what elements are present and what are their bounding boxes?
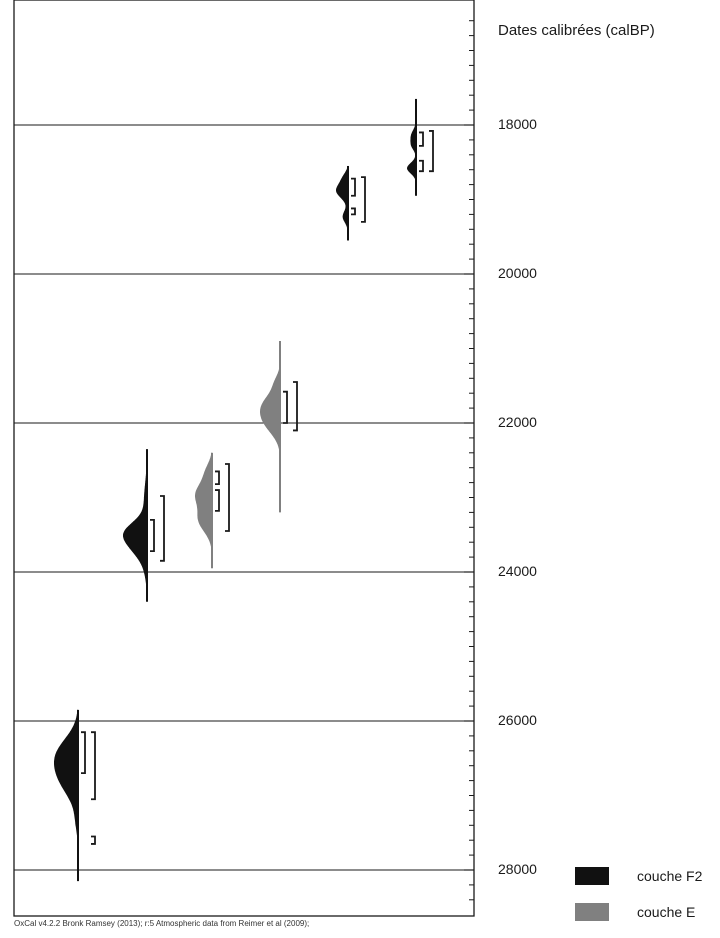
- tick-label: 24000: [498, 563, 537, 579]
- range-68-bracket: [351, 207, 356, 216]
- density-shape: [123, 449, 147, 602]
- tick-label: 20000: [498, 265, 537, 281]
- range-68-bracket: [215, 489, 220, 512]
- range-68-bracket: [351, 177, 356, 197]
- distributions: [54, 98, 434, 882]
- range-95-bracket: [225, 463, 230, 532]
- range-68-bracket: [81, 731, 86, 775]
- range-95-bracket: [91, 835, 96, 845]
- range-68-bracket: [419, 131, 424, 147]
- tick-label: 22000: [498, 414, 537, 430]
- legend: couche F2 couche E: [575, 866, 702, 938]
- range-95-bracket: [160, 495, 165, 562]
- legend-label-f2: couche F2: [637, 868, 703, 884]
- tick-label: 28000: [498, 861, 537, 877]
- plot-frame: [13, 0, 475, 917]
- distribution-6: [407, 98, 434, 196]
- density-shape: [336, 165, 348, 241]
- range-95-bracket: [91, 731, 96, 801]
- distribution-1: [54, 709, 96, 882]
- density-shape: [54, 709, 78, 882]
- range-95-bracket: [429, 130, 434, 173]
- density-shape: [407, 98, 416, 196]
- range-95-bracket: [361, 176, 366, 223]
- gridlines: [14, 124, 474, 871]
- legend-label-e: couche E: [637, 904, 696, 920]
- legend-swatch-e: [575, 903, 609, 921]
- legend-item-e: couche E: [575, 902, 702, 922]
- legend-item-f2: couche F2: [575, 866, 702, 886]
- tick-label: 18000: [498, 116, 537, 132]
- range-68-bracket: [215, 470, 220, 485]
- tick-label: 26000: [498, 712, 537, 728]
- range-95-bracket: [293, 381, 298, 432]
- density-shape: [195, 452, 212, 569]
- distribution-5: [336, 165, 366, 241]
- axis-ticks: [464, 20, 474, 901]
- footer-credit: OxCal v4.2.2 Bronk Ramsey (2013); r:5 At…: [14, 919, 310, 928]
- range-68-bracket: [419, 159, 424, 173]
- distribution-3: [195, 452, 230, 569]
- distribution-2: [123, 449, 165, 602]
- range-68-bracket: [283, 390, 288, 424]
- y-axis-title: Dates calibrées (calBP): [498, 22, 655, 39]
- distribution-4: [260, 341, 298, 513]
- density-shape: [260, 341, 280, 513]
- range-68-bracket: [150, 518, 155, 553]
- legend-swatch-f2: [575, 867, 609, 885]
